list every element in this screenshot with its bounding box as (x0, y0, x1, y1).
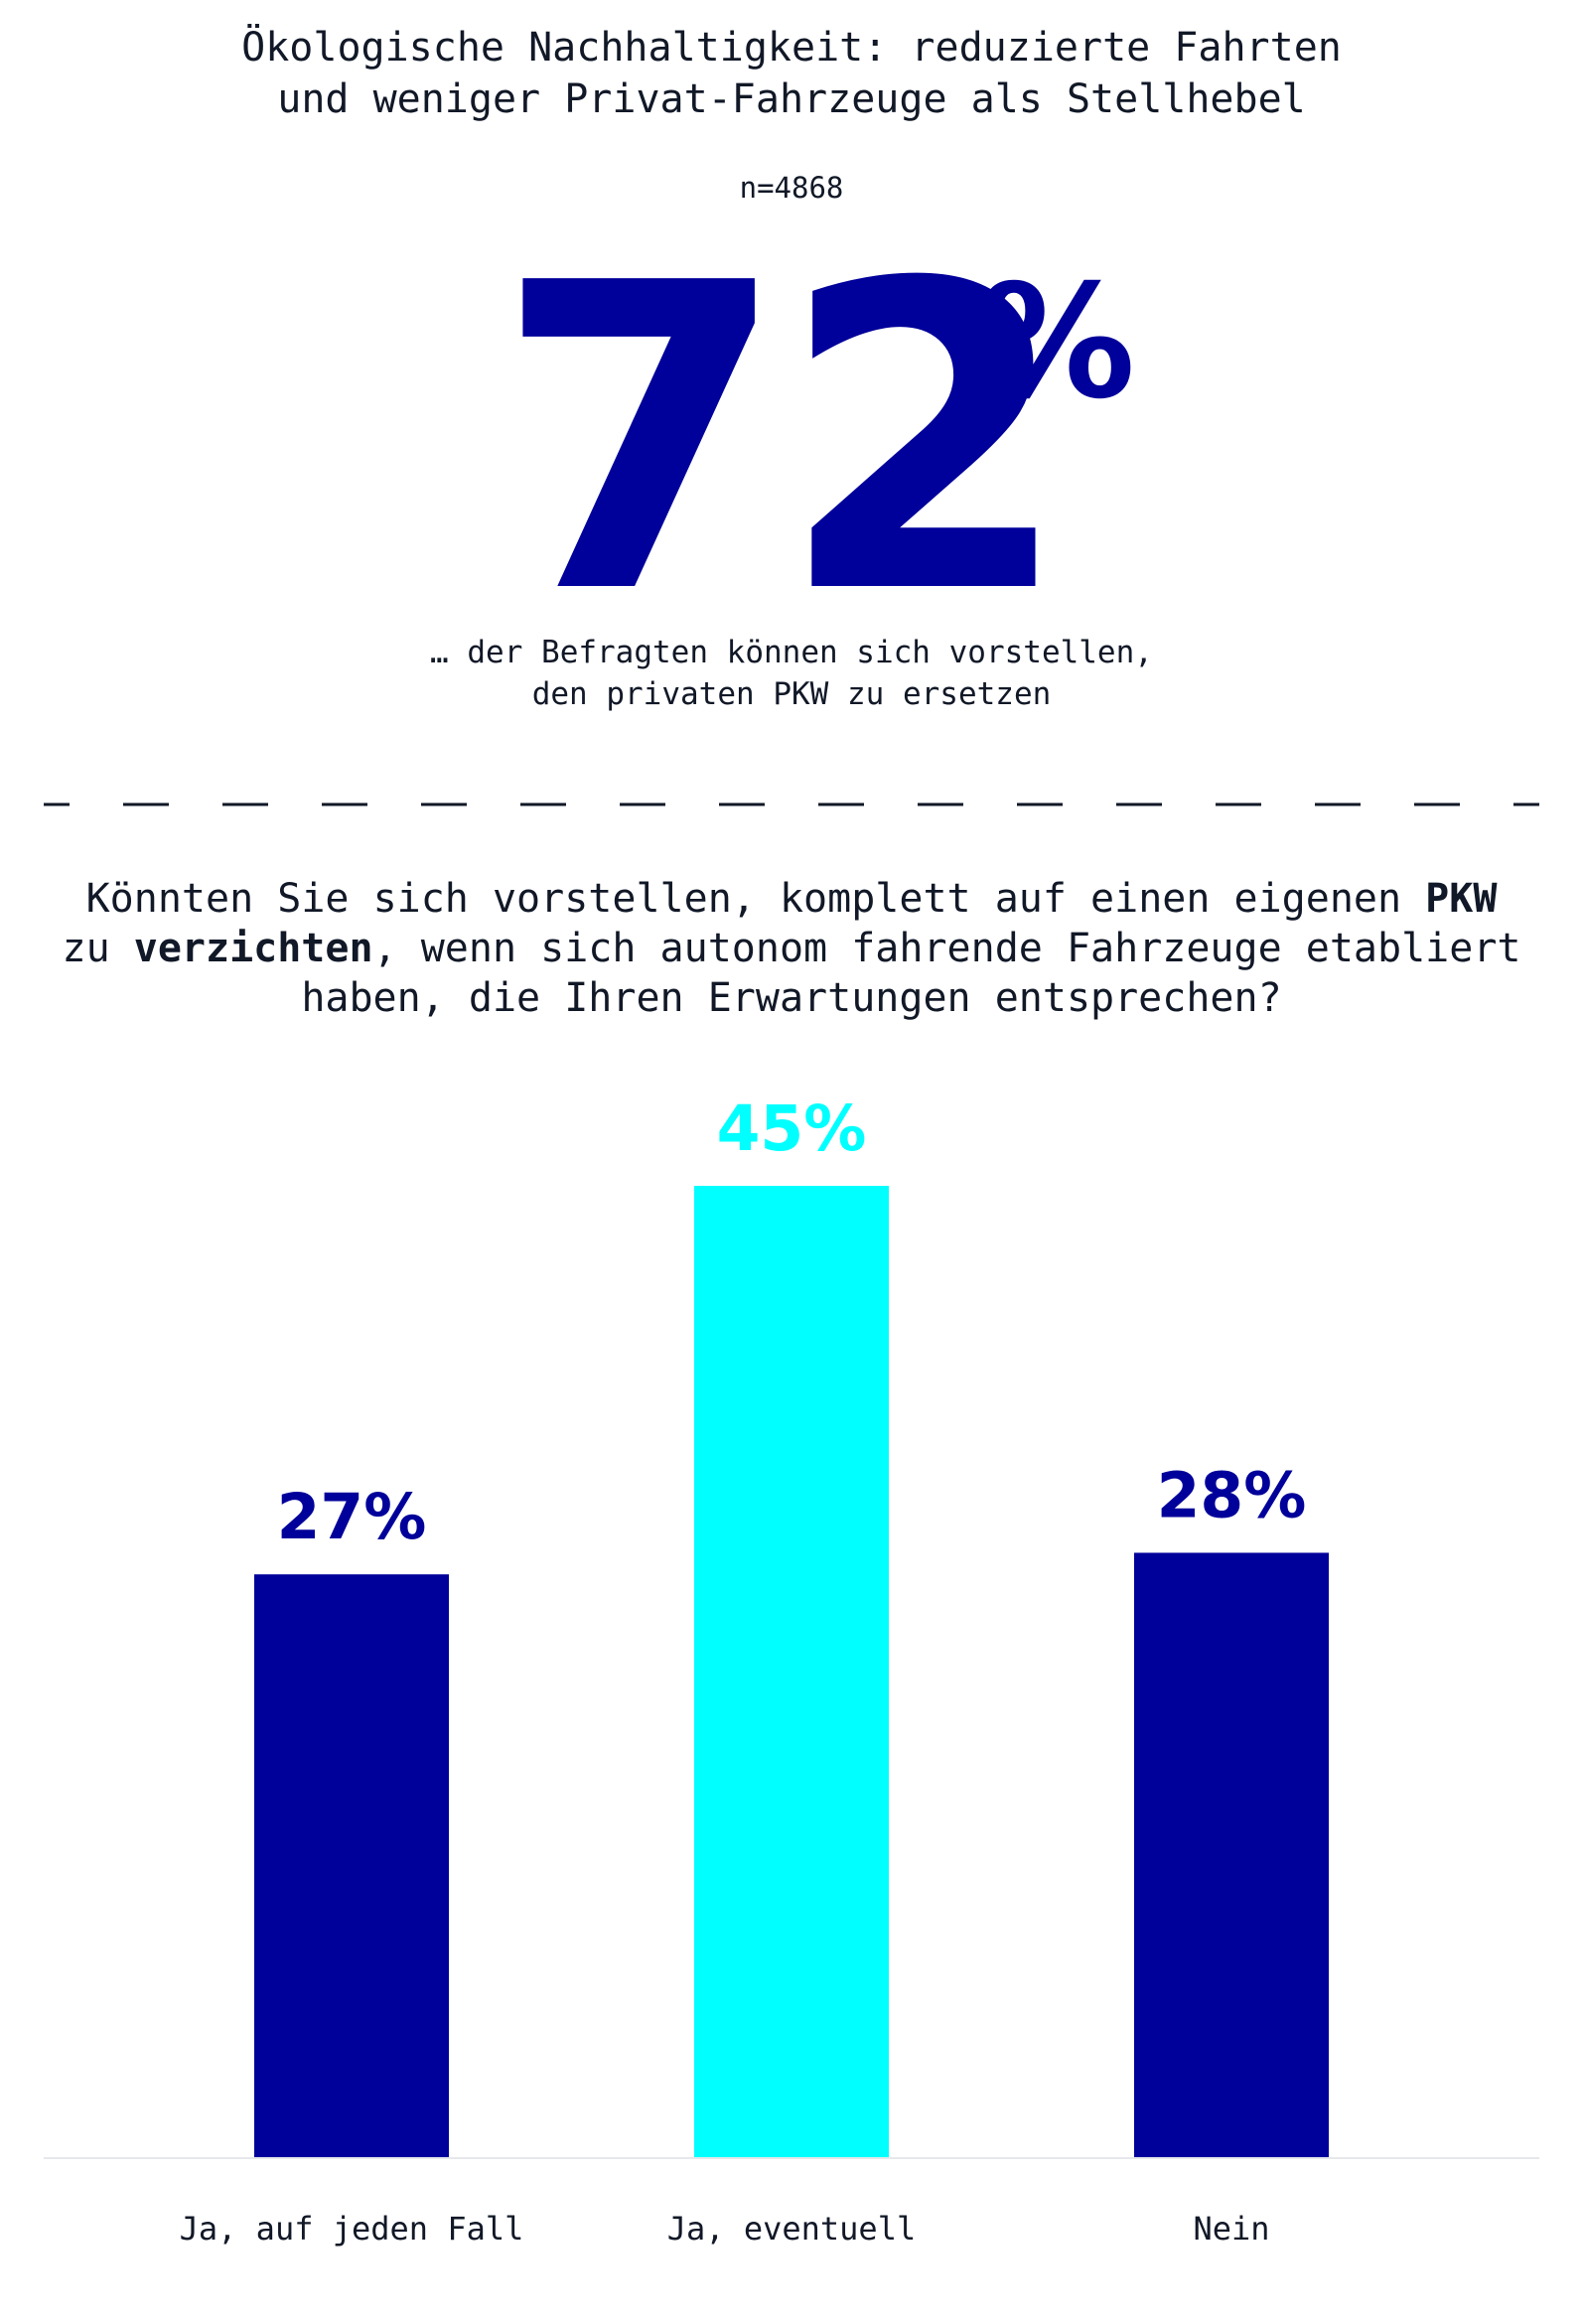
question-text-1a: Könnten Sie sich vorstellen, komplett au… (85, 876, 1426, 922)
survey-question: Könnten Sie sich vorstellen, komplett au… (0, 874, 1583, 1023)
bar-value-label-3: 28% (1157, 1459, 1307, 1531)
headline-caption-line-1: … der Befragten können sich vorstellen, (430, 635, 1153, 670)
headline-percent-sign: % (978, 251, 1136, 434)
chart-title: Ökologische Nachhaltigkeit: reduzierte F… (0, 22, 1583, 125)
question-bold-verzichten: verzichten (133, 926, 373, 971)
category-label-3: Nein (1193, 2210, 1269, 2248)
bar-value-label-1: 27% (277, 1481, 427, 1553)
question-text-2a: zu (62, 926, 134, 971)
question-line-2: zu verzichten, wenn sich autonom fahrend… (0, 924, 1583, 973)
question-line-3: haben, die Ihren Erwartungen entsprechen… (301, 975, 1282, 1021)
bar-1 (254, 1574, 449, 2157)
sample-size: n=4868 (739, 171, 844, 205)
bar-value-label-2: 45% (717, 1092, 867, 1165)
bar-chart: 27% Ja, auf jeden Fall 45% Ja, eventuell 28%… (44, 1092, 1539, 2248)
headline-caption: … der Befragten können sich vorstellen, … (0, 632, 1583, 715)
bar-3 (1134, 1552, 1329, 2157)
dashed-divider (44, 802, 1539, 806)
bar-2 (694, 1186, 889, 2157)
headline-caption-line-2: den privaten PKW zu ersetzen (531, 676, 1052, 712)
category-label-2: Ja, eventuell (667, 2210, 916, 2248)
category-label-1: Ja, auf jeden Fall (180, 2210, 524, 2248)
headline-number: 72 (495, 196, 1072, 686)
question-bold-pkw: PKW (1425, 876, 1498, 922)
question-line-1: Könnten Sie sich vorstellen, komplett au… (0, 874, 1583, 924)
question-text-2b: , wenn sich autonom fahrende Fahrzeuge e… (372, 926, 1521, 971)
title-line-1: Ökologische Nachhaltigkeit: reduzierte F… (241, 25, 1342, 71)
title-line-2: und weniger Privat-Fahrzeuge als Stellhe… (277, 76, 1306, 122)
